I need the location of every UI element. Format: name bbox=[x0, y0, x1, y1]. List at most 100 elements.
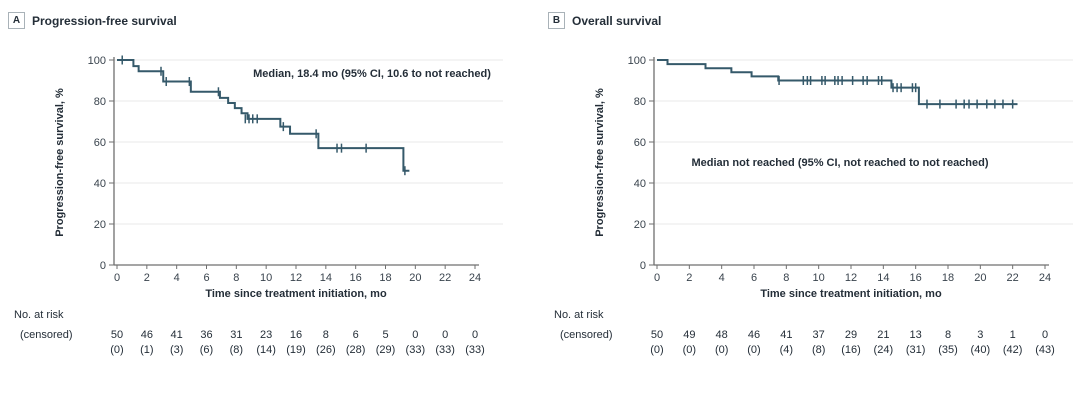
panel-a-median-annotation: Median, 18.4 mo (95% CI, 10.6 to not rea… bbox=[253, 68, 491, 80]
x-tick-label: 4 bbox=[174, 272, 180, 284]
x-tick-label: 14 bbox=[320, 272, 332, 284]
at-risk-count: 31 bbox=[230, 329, 242, 341]
x-tick-label: 2 bbox=[144, 272, 150, 284]
x-tick-label: 18 bbox=[379, 272, 391, 284]
x-tick-label: 24 bbox=[1039, 272, 1051, 284]
panel-b-title: Overall survival bbox=[572, 13, 662, 28]
censored-count: (33) bbox=[435, 344, 455, 356]
x-tick-label: 8 bbox=[233, 272, 239, 284]
at-risk-count: 49 bbox=[683, 329, 695, 341]
censored-count: (42) bbox=[1003, 344, 1023, 356]
censored-count: (3) bbox=[170, 344, 183, 356]
censored-count: (16) bbox=[841, 344, 861, 356]
y-tick-label: 20 bbox=[94, 219, 106, 231]
x-tick-label: 10 bbox=[260, 272, 272, 284]
censored-count: (0) bbox=[683, 344, 696, 356]
at-risk-count: 21 bbox=[877, 329, 889, 341]
panel-a-header: A Progression-free survival bbox=[8, 12, 177, 29]
y-axis-title: Progression-free survival, % bbox=[594, 88, 606, 237]
at-risk-count: 46 bbox=[141, 329, 153, 341]
at-risk-count: 50 bbox=[651, 329, 663, 341]
censored-count: (0) bbox=[650, 344, 663, 356]
y-tick-label: 0 bbox=[640, 260, 646, 272]
km-curve bbox=[657, 59, 1018, 106]
panel-a-title: Progression-free survival bbox=[32, 13, 177, 28]
x-tick-label: 12 bbox=[845, 272, 857, 284]
y-tick-label: 100 bbox=[88, 55, 106, 67]
panel-b-censored-header: (censored) bbox=[560, 329, 613, 341]
x-tick-label: 14 bbox=[877, 272, 889, 284]
x-tick-label: 0 bbox=[114, 272, 120, 284]
censored-count: (29) bbox=[376, 344, 396, 356]
y-tick-label: 100 bbox=[628, 55, 646, 67]
panel-a-censored-header: (censored) bbox=[20, 329, 73, 341]
censored-count: (14) bbox=[256, 344, 276, 356]
censored-count: (33) bbox=[465, 344, 485, 356]
at-risk-count: 0 bbox=[472, 329, 478, 341]
x-tick-label: 20 bbox=[974, 272, 986, 284]
at-risk-count: 16 bbox=[290, 329, 302, 341]
censored-count: (24) bbox=[874, 344, 894, 356]
x-axis-title: Time since treatment initiation, mo bbox=[205, 288, 387, 300]
x-tick-label: 16 bbox=[910, 272, 922, 284]
y-tick-label: 40 bbox=[94, 178, 106, 190]
at-risk-count: 29 bbox=[845, 329, 857, 341]
at-risk-count: 50 bbox=[111, 329, 123, 341]
at-risk-count: 0 bbox=[442, 329, 448, 341]
at-risk-count: 37 bbox=[813, 329, 825, 341]
x-tick-label: 6 bbox=[751, 272, 757, 284]
x-tick-label: 8 bbox=[783, 272, 789, 284]
at-risk-count: 8 bbox=[323, 329, 329, 341]
y-axis-title: Progression-free survival, % bbox=[54, 88, 66, 237]
x-tick-label: 24 bbox=[469, 272, 481, 284]
censored-count: (0) bbox=[110, 344, 123, 356]
at-risk-count: 5 bbox=[382, 329, 388, 341]
censored-count: (8) bbox=[812, 344, 825, 356]
panel-b-median-annotation: Median not reached (95% CI, not reached … bbox=[691, 157, 989, 169]
censored-count: (1) bbox=[140, 344, 153, 356]
censored-count: (6) bbox=[200, 344, 213, 356]
y-tick-label: 80 bbox=[94, 96, 106, 108]
at-risk-count: 46 bbox=[748, 329, 760, 341]
at-risk-count: 36 bbox=[200, 329, 212, 341]
x-tick-label: 12 bbox=[290, 272, 302, 284]
x-tick-label: 2 bbox=[686, 272, 692, 284]
y-tick-label: 60 bbox=[634, 137, 646, 149]
censored-count: (43) bbox=[1035, 344, 1055, 356]
panel-b: B Overall survival Median not reached (9… bbox=[540, 0, 1080, 400]
x-tick-label: 18 bbox=[942, 272, 954, 284]
at-risk-count: 23 bbox=[260, 329, 272, 341]
panel-a: A Progression-free survival Median, 18.4… bbox=[8, 12, 503, 356]
censored-count: (8) bbox=[230, 344, 243, 356]
censored-count: (26) bbox=[316, 344, 336, 356]
censored-count: (19) bbox=[286, 344, 306, 356]
y-tick-label: 20 bbox=[634, 219, 646, 231]
x-tick-label: 10 bbox=[813, 272, 825, 284]
censored-count: (31) bbox=[906, 344, 926, 356]
at-risk-count: 0 bbox=[412, 329, 418, 341]
at-risk-count: 3 bbox=[977, 329, 983, 341]
at-risk-count: 13 bbox=[910, 329, 922, 341]
at-risk-count: 8 bbox=[945, 329, 951, 341]
y-tick-label: 60 bbox=[94, 137, 106, 149]
censored-count: (4) bbox=[780, 344, 793, 356]
at-risk-count: 48 bbox=[716, 329, 728, 341]
x-tick-label: 16 bbox=[350, 272, 362, 284]
x-tick-label: 20 bbox=[409, 272, 421, 284]
at-risk-count: 41 bbox=[171, 329, 183, 341]
y-tick-label: 40 bbox=[634, 178, 646, 190]
at-risk-count: 0 bbox=[1042, 329, 1048, 341]
censored-count: (28) bbox=[346, 344, 366, 356]
x-axis-title: Time since treatment initiation, mo bbox=[760, 288, 942, 300]
at-risk-count: 1 bbox=[1010, 329, 1016, 341]
censored-count: (35) bbox=[938, 344, 958, 356]
x-tick-label: 4 bbox=[719, 272, 725, 284]
panel-a-label-box: A bbox=[8, 12, 25, 29]
censored-count: (0) bbox=[715, 344, 728, 356]
x-tick-label: 6 bbox=[203, 272, 209, 284]
x-tick-label: 0 bbox=[654, 272, 660, 284]
at-risk-count: 41 bbox=[780, 329, 792, 341]
